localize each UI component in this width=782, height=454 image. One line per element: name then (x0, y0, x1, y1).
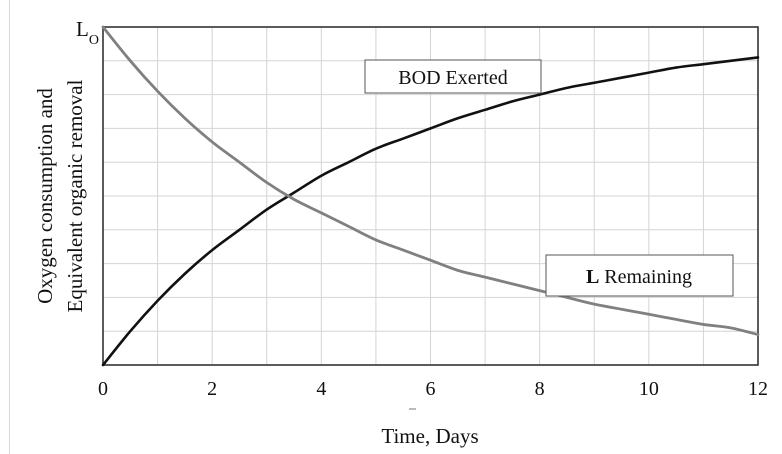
x-tick-label: 4 (316, 378, 326, 400)
x-tick-label: 2 (207, 378, 217, 400)
y-axis-label-line-2: Equivalent organic removal (63, 79, 87, 312)
y-axis-label-line-1: Oxygen consumption and (33, 88, 57, 304)
x-axis-label: Time, Days (381, 424, 478, 448)
x-tick-label: 12 (748, 378, 768, 400)
x-tick-label: 8 (535, 378, 545, 400)
x-tick-label: 6 (426, 378, 436, 400)
series-line-bod-exerted (101, 56, 760, 367)
annotation-bod-exerted: BOD Exerted (364, 59, 542, 94)
series-layer (101, 25, 760, 367)
plot-frame (102, 26, 759, 366)
series-line-l-remaining (101, 25, 760, 336)
x-tick-label: 0 (98, 378, 108, 400)
annotation-l-remaining-text: L Remaining (586, 266, 692, 288)
x-tick-label: 10 (639, 378, 659, 400)
y-top-label: LO (76, 17, 99, 48)
y-axis-label: Oxygen consumption and Equivalent organi… (33, 79, 87, 312)
x-tick-labels: 0 2 4 6 8 10 12 (98, 378, 768, 400)
annotation-l-remaining: L Remaining (545, 254, 734, 297)
left-edge-rule (9, 0, 10, 454)
annotation-bod-exerted-text: BOD Exerted (398, 67, 507, 89)
